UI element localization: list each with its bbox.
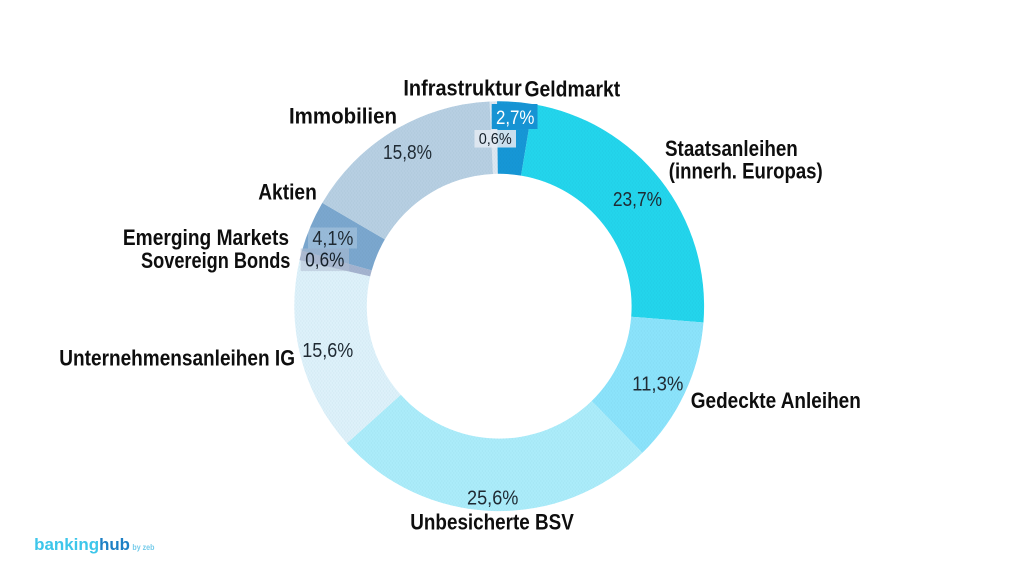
svg-text:Emerging Markets: Emerging Markets bbox=[123, 225, 289, 250]
svg-text:0,6%: 0,6% bbox=[305, 250, 344, 272]
svg-text:Gedeckte Anleihen: Gedeckte Anleihen bbox=[691, 388, 861, 413]
svg-text:Geldmarkt: Geldmarkt bbox=[525, 77, 621, 102]
svg-text:Infrastruktur: Infrastruktur bbox=[403, 76, 522, 101]
svg-text:Unbesicherte BSV: Unbesicherte BSV bbox=[410, 510, 574, 535]
svg-text:(innerh. Europas): (innerh. Europas) bbox=[669, 159, 823, 184]
svg-text:15,6%: 15,6% bbox=[302, 340, 353, 362]
svg-text:0,6%: 0,6% bbox=[479, 131, 512, 148]
svg-text:25,6%: 25,6% bbox=[467, 487, 519, 509]
svg-text:4,1%: 4,1% bbox=[312, 228, 353, 250]
svg-text:Sovereign Bonds: Sovereign Bonds bbox=[141, 248, 290, 273]
svg-text:Aktien: Aktien bbox=[258, 179, 317, 204]
svg-text:Unternehmensanleihen IG: Unternehmensanleihen IG bbox=[59, 346, 295, 371]
svg-text:15,8%: 15,8% bbox=[383, 142, 432, 164]
svg-text:Immobilien: Immobilien bbox=[289, 104, 397, 129]
svg-text:Staatsanleihen: Staatsanleihen bbox=[665, 136, 798, 161]
svg-text:2,7%: 2,7% bbox=[496, 107, 535, 129]
svg-text:23,7%: 23,7% bbox=[613, 189, 662, 211]
svg-text:11,3%: 11,3% bbox=[632, 374, 683, 396]
